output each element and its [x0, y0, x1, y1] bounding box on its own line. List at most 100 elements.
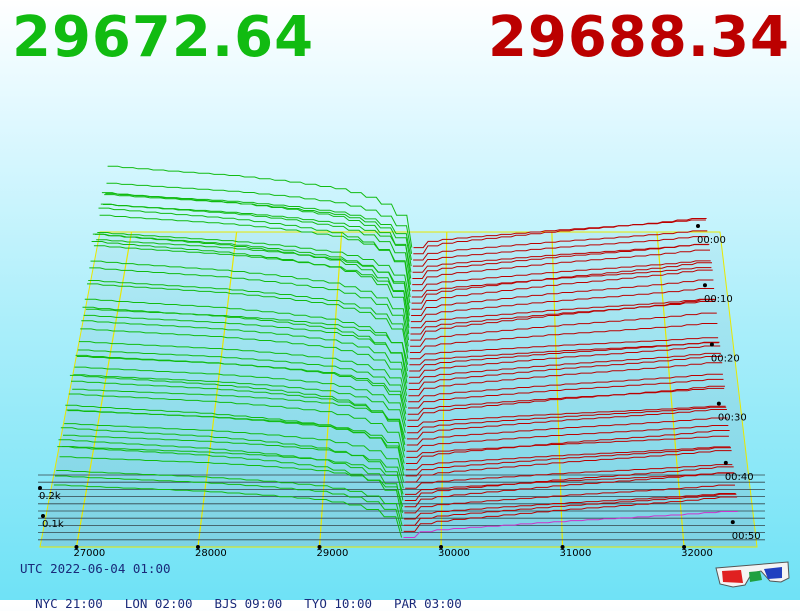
ask-depth-line — [408, 373, 723, 403]
bid-depth-line — [57, 446, 403, 520]
ask-depth-line — [408, 378, 724, 409]
city-times: NYC 21:00 LON 02:00 BJS 09:00 TYO 10:00 PAR … — [20, 581, 484, 611]
ask-depth-line — [407, 405, 726, 427]
price-tick-marker — [560, 545, 565, 549]
ask-depth-line — [411, 279, 714, 316]
volume-tick-marker — [41, 514, 45, 518]
bid-depth-line — [58, 439, 403, 513]
price-tick-marker — [317, 545, 322, 549]
price-tick-label: 31000 — [560, 548, 592, 559]
bid-depth-line — [92, 233, 410, 328]
bid-depth-line — [96, 239, 411, 310]
bid-depth-line — [91, 241, 410, 335]
bid-depth-line — [56, 470, 403, 526]
city-time-bjs: BJS 09:00 — [214, 596, 283, 611]
bid-depth-line — [72, 388, 406, 440]
time-tick-label: 00:10 — [704, 294, 733, 305]
ask-depth-line — [409, 341, 720, 372]
bid-depth-line — [106, 182, 413, 254]
bid-depth-line — [60, 427, 404, 501]
price-tick-marker — [439, 545, 444, 549]
bid-depth-line — [107, 165, 413, 248]
city-time-tyo: TYO 10:00 — [304, 596, 372, 611]
ask-depth-line — [409, 345, 721, 378]
bid-depth-line — [83, 314, 408, 378]
price-tick-marker — [74, 545, 79, 549]
ask-depth-line — [405, 472, 733, 495]
bid-depth-line — [81, 320, 408, 390]
price-tick-label: 27000 — [73, 548, 105, 559]
bid-depth-line — [68, 393, 405, 458]
anaglyph-3d-glasses-icon[interactable] — [712, 558, 792, 592]
bid-depth-line — [90, 260, 410, 341]
ask-depth-line — [410, 312, 717, 347]
bid-depth-line — [64, 423, 404, 483]
ask-depth-line — [406, 430, 730, 464]
bid-price: 29672.64 — [12, 5, 315, 70]
bid-depth-line — [74, 366, 406, 427]
bid-depth-line — [65, 404, 405, 476]
ask-depth-line — [411, 262, 712, 304]
time-tick-label: 00:30 — [718, 413, 747, 424]
ask-depth-line — [408, 352, 721, 384]
ask-depth-line — [412, 260, 711, 292]
utc-timestamp: UTC 2022-06-04 01:00 — [20, 561, 171, 576]
ask-depth-line — [410, 288, 715, 323]
bid-depth-line — [55, 475, 403, 532]
bid-depth-line — [80, 328, 408, 396]
ask-depth-line — [410, 298, 715, 329]
ask-depth-line — [404, 466, 734, 501]
city-time-lon: LON 02:00 — [124, 596, 193, 611]
ask-depth-line — [412, 244, 709, 273]
price-grid-line — [75, 231, 133, 548]
ask-depth-line — [407, 385, 725, 421]
ask-depth-line — [406, 425, 729, 452]
ask-depth-line — [405, 464, 733, 489]
bid-depth-line — [98, 207, 411, 298]
price-grid-line — [440, 231, 448, 548]
price-tick-label: 30000 — [438, 548, 470, 559]
time-tick-marker — [702, 283, 707, 288]
ask-depth-line — [403, 496, 738, 532]
ask-depth-line — [405, 446, 731, 471]
bid-depth-line — [97, 232, 411, 304]
price-grid-line — [551, 231, 564, 548]
ask-depth-line — [404, 484, 735, 514]
bid-depth-line — [59, 456, 404, 507]
ask-depth-line — [411, 267, 712, 298]
time-tick-label: 00:40 — [725, 472, 754, 483]
ask-depth-line — [410, 299, 717, 341]
ask-depth-line — [406, 409, 727, 440]
bid-depth-line — [84, 298, 408, 372]
ask-depth-line — [413, 218, 707, 255]
ask-depth-line — [409, 323, 718, 353]
bid-depth-line — [53, 484, 403, 538]
ask-depth-line — [404, 493, 736, 520]
bid-depth-line — [100, 203, 411, 285]
price-tick-label: 29000 — [317, 548, 349, 559]
volume-tick-label: 0.2k — [39, 491, 61, 502]
ask-depth-line — [413, 230, 708, 261]
price-tick-label: 32000 — [681, 548, 713, 559]
ask-depth-line — [412, 249, 710, 286]
bid-depth-line — [79, 341, 407, 402]
ask-depth-line — [407, 406, 727, 434]
ask-depth-line — [409, 337, 719, 360]
bid-depth-line — [61, 446, 404, 495]
ask-depth-line — [403, 511, 738, 538]
time-tick-marker — [709, 342, 714, 347]
bid-depth-line — [89, 267, 409, 347]
ask-depth-line — [406, 435, 729, 458]
ask-depth-line — [411, 269, 713, 310]
city-time-par: PAR 03:00 — [394, 596, 462, 611]
ask-depth-line — [405, 450, 732, 483]
bid-depth-line — [71, 380, 406, 446]
time-tick-marker — [723, 460, 728, 465]
bid-depth-line — [88, 280, 409, 353]
bid-depth-line — [85, 308, 409, 365]
bid-depth-line — [73, 374, 406, 433]
price-tick-label: 28000 — [195, 548, 227, 559]
price-tick-marker — [195, 545, 200, 549]
ask-depth-line — [405, 447, 731, 477]
